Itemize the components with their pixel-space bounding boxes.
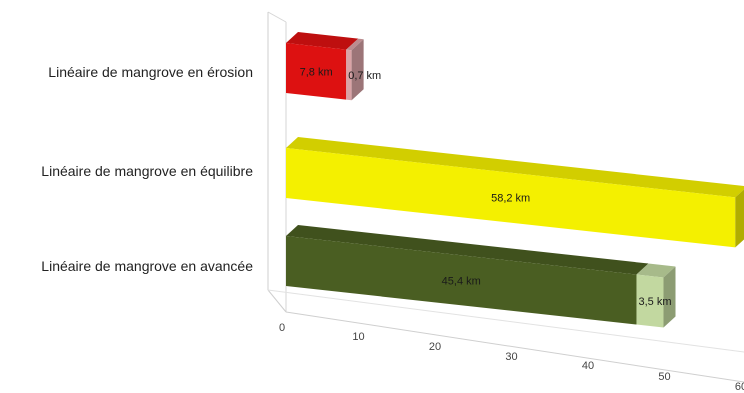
category-label: Linéaire de mangrove en équilibre <box>41 163 253 179</box>
bar-segment <box>286 225 649 325</box>
bar-top-face <box>286 225 649 275</box>
data-label: 58,2 km <box>491 193 530 205</box>
category-label: Linéaire de mangrove en érosion <box>48 64 253 80</box>
data-label: 45,4 km <box>442 275 481 287</box>
x-tick-label: 0 <box>279 322 285 334</box>
x-tick-label: 10 <box>352 331 364 343</box>
bar-end-face <box>735 189 744 248</box>
x-tick-label: 50 <box>658 371 670 383</box>
bar-top-face <box>346 38 364 51</box>
bar-segment <box>346 38 364 101</box>
floor-back-edge <box>267 289 744 353</box>
data-label: 3,5 km <box>638 296 671 308</box>
bar-segment <box>286 32 359 100</box>
x-tick-label: 20 <box>429 341 441 353</box>
bar-end-face <box>351 39 364 101</box>
labels-group: 7,8 km 0,7 km Linéaire de mangrove en éros… <box>41 64 744 393</box>
bar-top-face <box>286 137 744 198</box>
bar-end-face <box>663 266 676 328</box>
bar-front-face <box>346 49 352 101</box>
x-tick-label: 60 <box>735 381 744 393</box>
bar-front-face <box>286 236 637 325</box>
bar-front-face <box>636 274 664 328</box>
bar-top-face <box>636 263 676 278</box>
x-tick-label: 40 <box>582 360 594 372</box>
data-label: 7,8 km <box>300 66 333 78</box>
bars-group <box>286 32 744 328</box>
floor-left-edge <box>267 289 287 313</box>
bar-front-face <box>286 43 347 100</box>
bar-segment <box>286 137 744 248</box>
category-label: Linéaire de mangrove en avancée <box>41 258 253 274</box>
floor-front-edge <box>285 311 744 383</box>
bar-front-face <box>286 148 736 248</box>
data-label: 0,7 km <box>348 70 381 82</box>
bar-top-face <box>286 32 359 50</box>
side-wall-top-edge <box>267 11 287 23</box>
bar-segment <box>636 263 676 328</box>
x-tick-label: 30 <box>505 351 517 363</box>
